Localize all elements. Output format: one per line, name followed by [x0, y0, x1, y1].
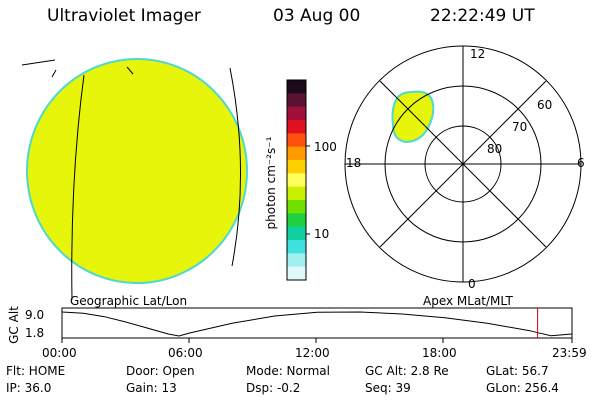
mlt-label-right: 6: [577, 156, 585, 170]
colorbar-segment: [287, 200, 306, 214]
apex-caption: Apex MLat/MLT: [423, 294, 513, 308]
longitude-line: [229, 67, 242, 267]
timeline-xtick-4: 23:59: [552, 346, 587, 360]
latitude-line: [51, 69, 57, 78]
mlt-diagonal: [379, 80, 547, 248]
timeline-ytick-bottom: 1.8: [25, 326, 45, 340]
info-door: Door: Open: [126, 364, 195, 378]
mlt-label-bottom: 0: [468, 277, 476, 291]
earth-disk: [26, 58, 248, 284]
lat-label-80: 80: [487, 142, 503, 156]
lat-label-60: 60: [537, 98, 553, 112]
colorbar-segment: [287, 120, 306, 134]
geographic-panel: [21, 58, 248, 301]
geographic-caption: Geographic Lat/Lon: [70, 294, 188, 308]
info-gcalt: GC Alt: 2.8 Re: [365, 364, 449, 378]
colorbar-segment: [287, 240, 306, 254]
colorbar-segment: [287, 226, 306, 241]
latitude-line: [21, 59, 56, 66]
longitude-line: [71, 74, 85, 301]
mlt-label-top: 12: [470, 47, 486, 61]
time-label: 22:22:49 UT: [430, 6, 535, 26]
timeline-frame: [61, 307, 573, 339]
info-gain: Gain: 13: [126, 381, 177, 395]
altitude-curve: [61, 311, 573, 337]
info-dsp: Dsp: -0.2: [246, 381, 301, 395]
colorbar-tick-100: 100: [314, 140, 337, 154]
date-label: 03 Aug 00: [273, 6, 361, 26]
altitude-timeline: [61, 307, 573, 343]
colorbar-segment: [287, 133, 306, 148]
polar-panel: [344, 45, 582, 283]
timeline-ylabel: GC Alt: [7, 306, 21, 344]
colorbar-segment: [287, 106, 306, 121]
colorbar-segment: [287, 186, 306, 201]
colorbar-segment: [287, 146, 306, 161]
colorbar-segment: [287, 160, 306, 174]
colorbar-segment: [287, 80, 306, 94]
timeline-xtick-3: 18:00: [422, 346, 457, 360]
colorbar-tick-10: 10: [314, 227, 330, 241]
lat-label-70: 70: [512, 120, 528, 134]
timeline-xtick-0: 00:00: [42, 346, 77, 360]
info-glon: GLon: 256.4: [486, 381, 559, 395]
latitude-line: [126, 66, 134, 75]
colorbar-segment: [287, 253, 306, 268]
colorbar-label: photon cm⁻²s⁻¹: [264, 136, 278, 230]
colorbar-segment: [287, 213, 306, 228]
timeline-ytick-top: 9.0: [25, 308, 45, 322]
info-flt: Flt: HOME: [6, 364, 66, 378]
colorbar-segment: [287, 173, 306, 188]
colorbar: [286, 79, 310, 281]
colorbar-segment: [287, 266, 306, 281]
colorbar-segment: [287, 93, 306, 108]
mlt-label-left: 18: [346, 156, 362, 170]
info-ip: IP: 36.0: [6, 381, 52, 395]
info-mode: Mode: Normal: [246, 364, 330, 378]
info-seq: Seq: 39: [365, 381, 411, 395]
timeline-xtick-1: 06:00: [168, 346, 203, 360]
instrument-title: Ultraviolet Imager: [47, 6, 201, 26]
colorbar-frame: [286, 79, 307, 281]
info-glat: GLat: 56.7: [486, 364, 549, 378]
timeline-xtick-2: 12:00: [295, 346, 330, 360]
